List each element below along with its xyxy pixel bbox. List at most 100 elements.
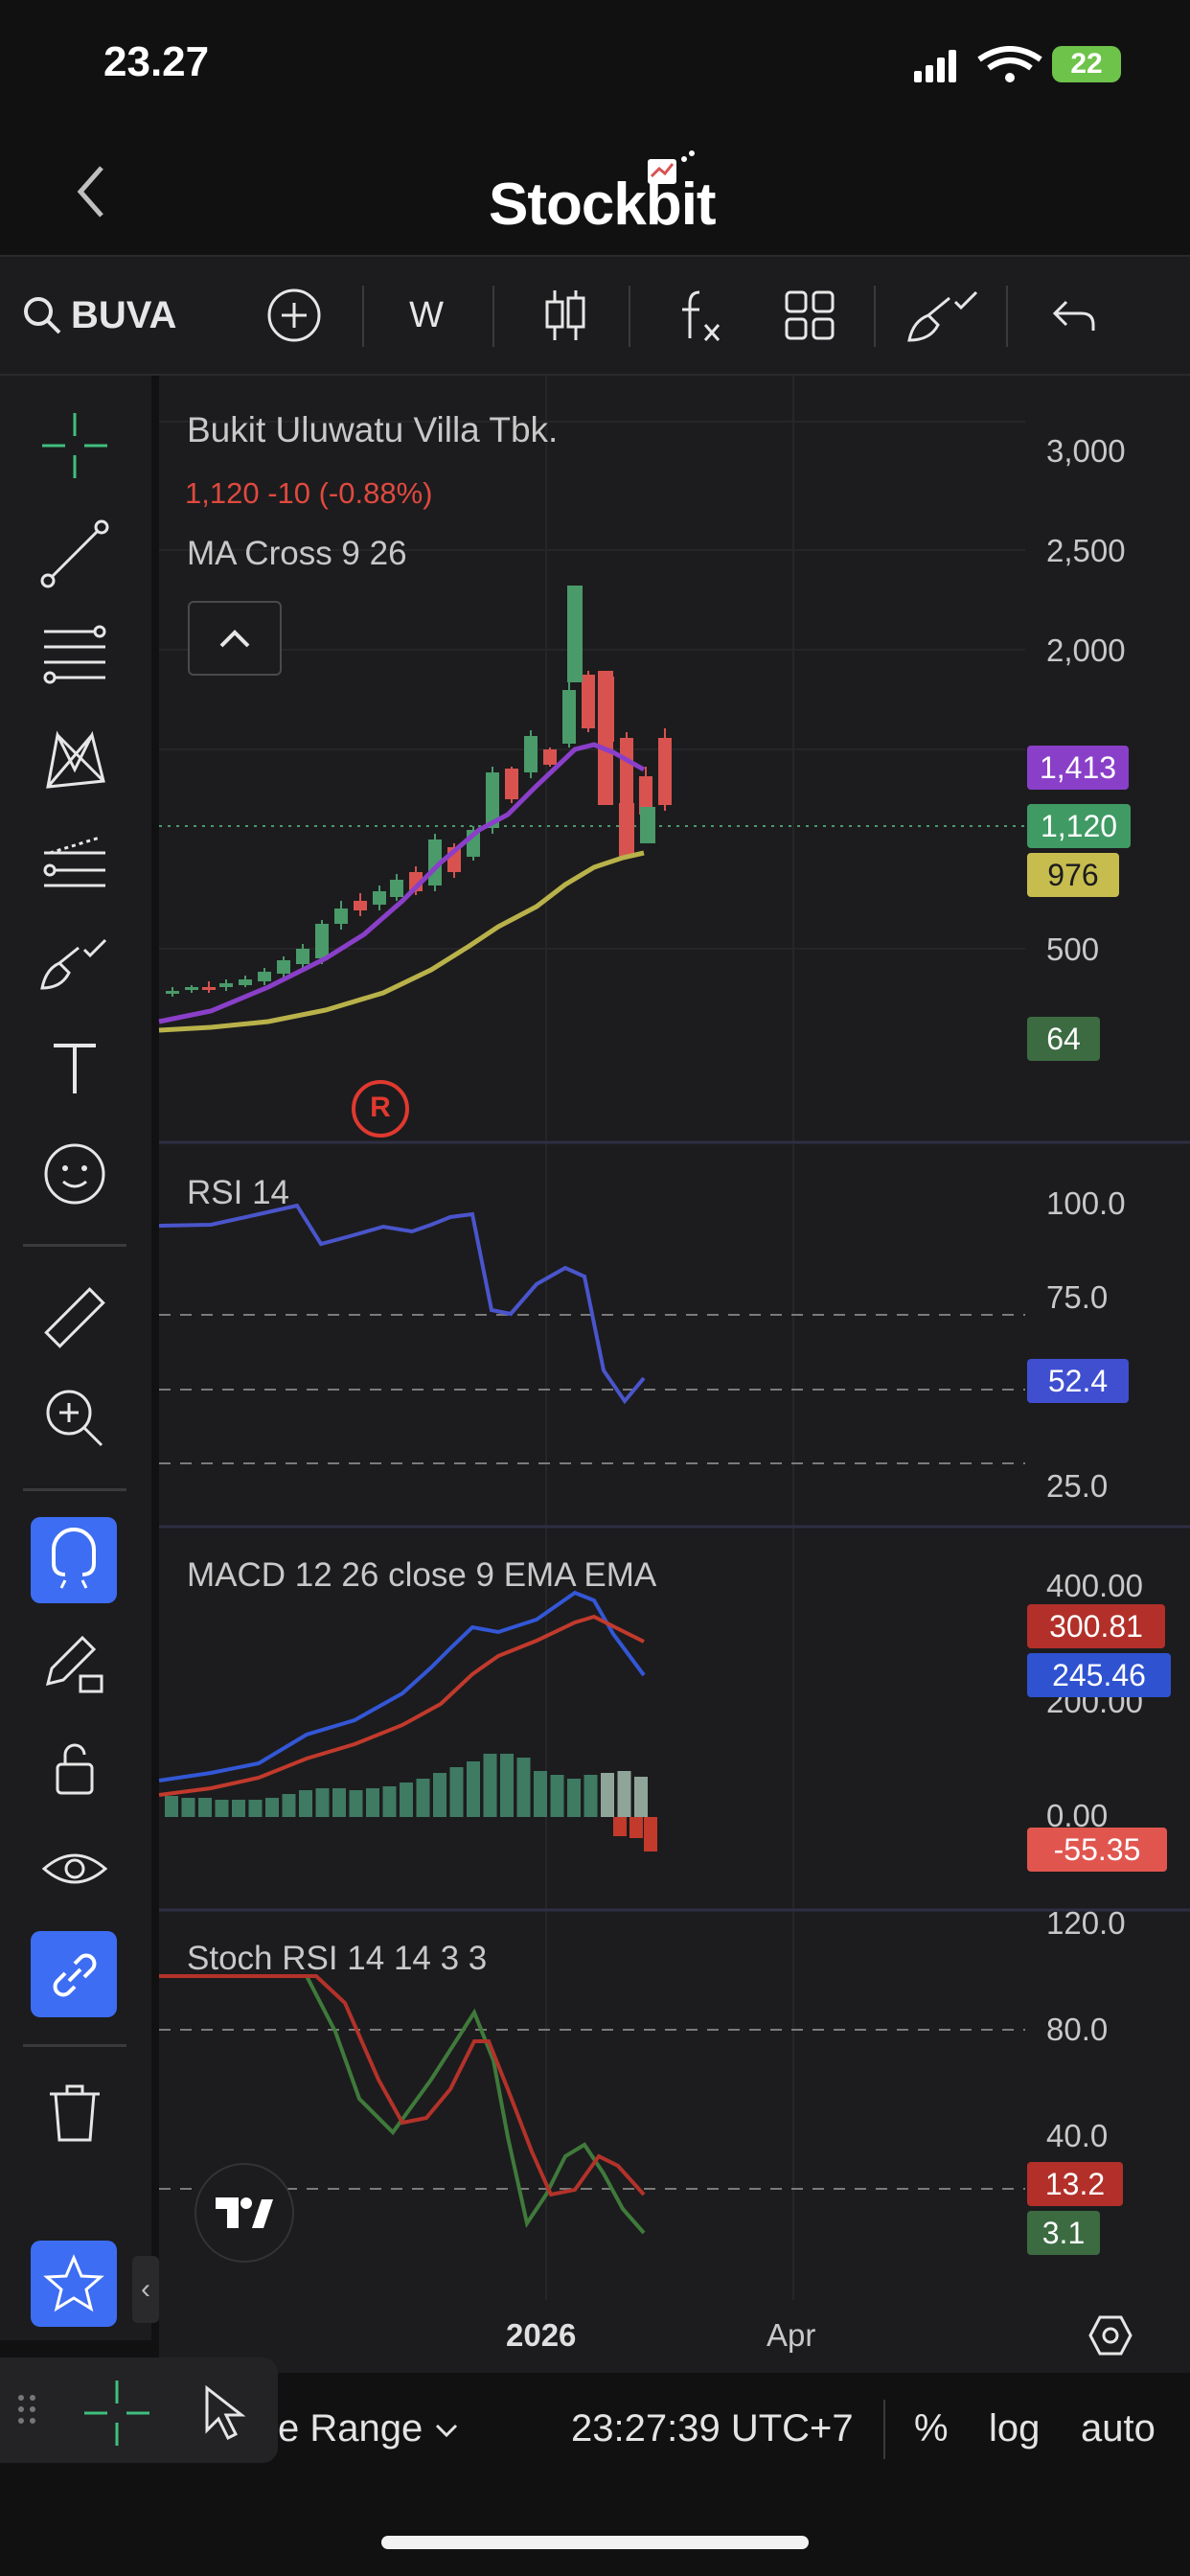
favorites-tool[interactable]	[31, 2241, 117, 2327]
company-name: Bukit Uluwatu Villa Tbk.	[187, 410, 559, 449]
price-axis-tick: 500	[1046, 932, 1100, 967]
histogram-bar	[248, 1800, 263, 1817]
chart-area[interactable]	[159, 376, 1190, 2373]
status-time: 23.27	[103, 38, 210, 85]
brush-icon	[40, 938, 107, 990]
fib-retracement-tool[interactable]	[27, 613, 123, 700]
back-chevron-icon[interactable]	[67, 158, 115, 225]
tradingview-logo[interactable]	[195, 2163, 294, 2263]
lock-all-tool[interactable]	[27, 1725, 123, 1811]
add-symbol-button[interactable]	[261, 257, 328, 374]
link-icon	[53, 1953, 97, 1997]
undo-button[interactable]	[1040, 257, 1107, 374]
candle-body	[219, 983, 233, 987]
percent-scale-toggle[interactable]: %	[914, 2407, 949, 2450]
stoch-rsi-label[interactable]: Stoch RSI 14 14 3 3	[187, 1940, 488, 1977]
price-change: 1,120 -10 (-0.88%)	[185, 476, 433, 510]
histogram-bar	[550, 1775, 564, 1817]
sidebar-separator	[23, 2044, 126, 2047]
histogram-bar	[601, 1773, 614, 1817]
macd-label[interactable]: MACD 12 26 close 9 EMA EMA	[187, 1556, 657, 1594]
magnet-tool[interactable]	[31, 1517, 117, 1603]
chart-settings-icon[interactable]	[1087, 2312, 1134, 2359]
histogram-bar	[629, 1817, 643, 1838]
collapse-sidebar-button[interactable]: ‹	[132, 2256, 159, 2323]
sidebar-separator	[23, 1488, 126, 1491]
arrow-cursor-icon[interactable]	[199, 2384, 247, 2442]
macd-line	[158, 1590, 646, 1782]
crosshair-tool[interactable]	[27, 402, 123, 489]
clock-timezone[interactable]: 23:27:39 UTC+7	[571, 2407, 854, 2450]
histogram-bar	[516, 1758, 531, 1817]
pattern-icon	[46, 730, 105, 789]
candle-body	[185, 987, 198, 990]
auto-scale-toggle[interactable]: auto	[1081, 2407, 1156, 2450]
drag-handle-icon[interactable]	[13, 2392, 42, 2430]
interval-button[interactable]: W	[409, 294, 444, 335]
crosshair-cursor-icon[interactable]	[80, 2377, 153, 2450]
time-axis-year: 2026	[506, 2317, 577, 2353]
candle-body	[598, 671, 613, 805]
toolbar-separator	[492, 286, 494, 347]
candle-body	[505, 769, 518, 799]
indicators-button[interactable]	[666, 257, 733, 374]
histogram-bar	[181, 1798, 195, 1817]
eye-icon	[41, 1853, 108, 1884]
rsi-label[interactable]: RSI 14	[187, 1174, 289, 1211]
candle-body	[543, 749, 557, 765]
stoch-axis-tick: 120.0	[1046, 1905, 1126, 1941]
brush-icon	[907, 290, 978, 342]
projection-tool[interactable]	[27, 819, 123, 906]
candle-body	[296, 949, 309, 964]
trash-icon	[50, 2084, 100, 2142]
logo-chart-icon	[648, 150, 695, 184]
emoji-tool[interactable]	[27, 1131, 123, 1217]
histogram-bar	[416, 1779, 430, 1817]
rsi-axis-tick: 75.0	[1046, 1279, 1109, 1315]
rsi-line	[158, 1203, 646, 1405]
candle-body	[277, 960, 290, 974]
toolbar-separator	[629, 286, 630, 347]
date-range-button[interactable]: e Range	[278, 2407, 460, 2450]
signal-wifi-icons	[914, 46, 1042, 82]
trend-line-tool[interactable]	[27, 511, 123, 597]
macd-histogram	[165, 1754, 657, 1852]
drawing-tools-button[interactable]	[905, 257, 982, 374]
collapse-legend-button[interactable]	[188, 601, 282, 676]
sync-drawings-tool[interactable]	[31, 1931, 117, 2017]
remove-drawings-tool[interactable]	[27, 2070, 123, 2156]
zoom-tool[interactable]	[27, 1375, 123, 1461]
histogram-bar	[215, 1800, 229, 1817]
chart-type-button[interactable]	[532, 257, 599, 374]
text-tool[interactable]	[27, 1025, 123, 1112]
bottom-separator	[883, 2400, 885, 2459]
horizontal-lines-icon	[43, 625, 106, 684]
projection-icon	[43, 836, 105, 887]
stoch-d-line	[159, 1974, 646, 2197]
overlay-indicator-label[interactable]: MA Cross 9 26	[187, 535, 407, 572]
visibility-tool[interactable]	[27, 1826, 123, 1912]
symbol-search-button[interactable]: BUVA	[21, 257, 203, 374]
histogram-bar	[584, 1775, 598, 1817]
toolbar-separator	[1006, 286, 1008, 347]
log-scale-toggle[interactable]: log	[989, 2407, 1041, 2450]
histogram-bar	[265, 1798, 279, 1817]
event-marker-label: R	[370, 1092, 391, 1123]
smiley-icon	[44, 1143, 105, 1205]
layout-button[interactable]	[776, 257, 843, 374]
brush-tool[interactable]	[27, 922, 123, 1008]
histogram-bar	[299, 1790, 312, 1817]
pattern-tool[interactable]	[27, 717, 123, 803]
candle-body	[620, 738, 633, 803]
candle-body	[239, 979, 252, 985]
symbol-label: BUVA	[71, 293, 177, 336]
toolbar-separator	[874, 286, 876, 347]
lock-drawing-tool[interactable]	[27, 1622, 123, 1708]
stoch-axis-tick: 40.0	[1046, 2118, 1109, 2153]
measure-tool[interactable]	[27, 1275, 123, 1361]
event-marker-circle[interactable]	[352, 1080, 409, 1138]
candle-body	[562, 690, 576, 744]
function-fx-icon	[682, 290, 721, 341]
candle-body	[639, 776, 652, 815]
